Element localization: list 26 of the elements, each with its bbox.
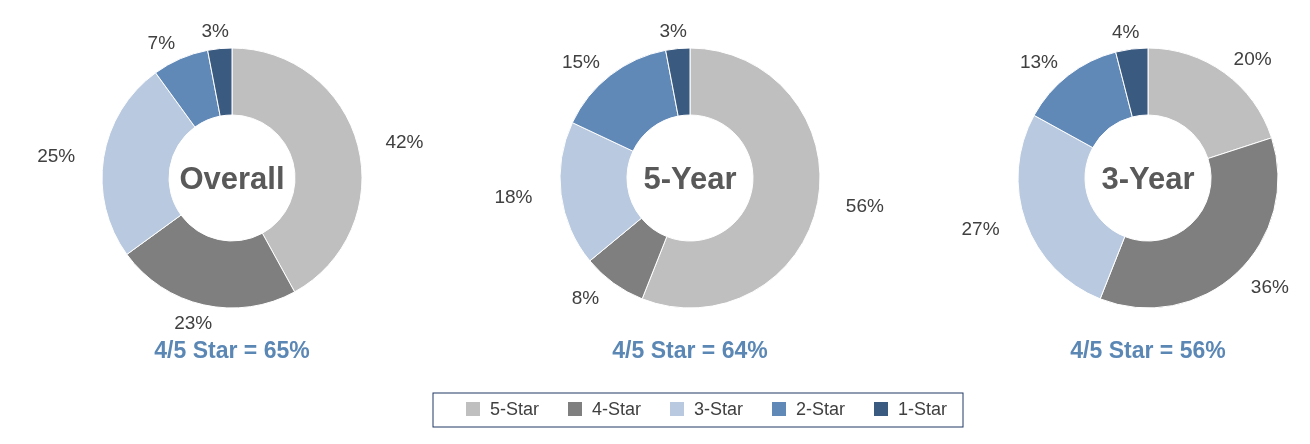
legend-label: 5-Star [490,399,540,419]
data-label: 3% [659,20,688,42]
data-label: 18% [494,186,533,208]
data-label: 23% [174,312,213,334]
data-label: 20% [1233,47,1272,69]
text: 5-Year [643,160,737,196]
data-label: 42% [385,130,424,152]
text: 4/5 Star = 65% [154,337,310,363]
data-label: 15% [561,50,601,72]
data-label: 3% [201,20,230,42]
text: 3-Year [1101,160,1195,196]
data-label: 27% [961,217,1000,239]
text: 4/5 Star = 64% [612,337,768,363]
data-label: 4% [1111,20,1140,42]
data-label: 56% [845,195,884,217]
legend-label: 3-Star [694,399,744,419]
legend-label: 1-Star [898,399,948,419]
legend-label: 4-Star [592,399,642,419]
data-label: 36% [1250,275,1289,297]
data-label: 13% [1019,50,1059,72]
data-label: 7% [147,31,176,53]
data-label: 25% [37,144,76,166]
data-label: 8% [571,287,600,309]
text: 4/5 Star = 56% [1070,337,1226,363]
legend-label: 2-Star [796,399,846,419]
text: Overall [179,160,285,196]
